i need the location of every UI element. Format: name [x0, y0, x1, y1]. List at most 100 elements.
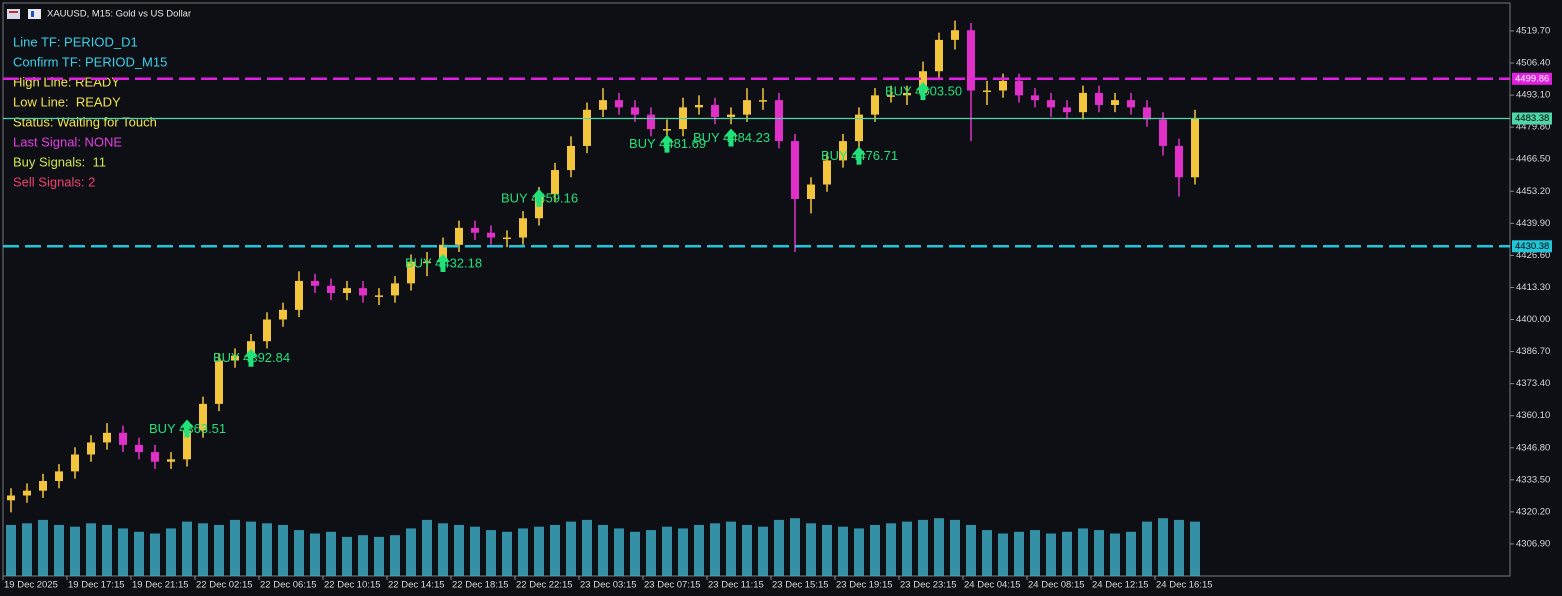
y-tick-label: 4360.10	[1516, 410, 1550, 421]
candle-body	[119, 432, 127, 445]
price-level-tag	[1512, 72, 1552, 85]
candle-body	[583, 109, 591, 146]
x-tick-label: 23 Dec 15:15	[772, 580, 829, 591]
buy-arrow	[532, 188, 546, 207]
x-tick-label: 22 Dec 10:15	[324, 580, 381, 591]
plot-frame	[2, 2, 1511, 577]
buy-arrow	[852, 146, 866, 165]
volume-bar	[246, 521, 256, 576]
x-tick-label: 23 Dec 23:15	[900, 580, 957, 591]
x-tick-label: 23 Dec 19:15	[836, 580, 893, 591]
candle-body	[551, 170, 559, 195]
volume-bar	[934, 518, 944, 576]
candle-body	[711, 104, 719, 118]
volume-bar	[950, 519, 960, 576]
y-tick-label: 4386.70	[1516, 346, 1550, 357]
candle-body	[807, 184, 815, 199]
y-tick-label: 4479.80	[1516, 122, 1550, 133]
buy-arrow	[244, 348, 258, 367]
y-tick-label: 4320.20	[1516, 506, 1550, 517]
volume-bar	[566, 521, 576, 576]
candle-body	[1111, 100, 1119, 105]
volume-bar	[518, 528, 528, 576]
candle-body	[871, 95, 879, 115]
volume-bar	[310, 533, 320, 576]
candle-body	[1127, 100, 1135, 108]
y-tick-label: 4333.50	[1516, 474, 1550, 485]
volume-bar	[822, 525, 832, 576]
icon	[28, 9, 41, 19]
volume-bar	[758, 526, 768, 576]
buy-label: BUY 4476.71	[821, 148, 898, 163]
candle-body	[327, 285, 335, 293]
candle-body	[167, 459, 175, 462]
y-tick-label: 4306.90	[1516, 538, 1550, 549]
candle-body	[199, 403, 207, 431]
x-tick-label: 22 Dec 06:15	[260, 580, 317, 591]
volume-bar	[6, 525, 16, 576]
volume-bar	[550, 525, 560, 576]
candle-body	[855, 114, 863, 142]
volume-bar	[262, 523, 272, 576]
buy-arrow	[180, 419, 194, 438]
volume-bar	[22, 523, 32, 576]
candle-body	[487, 232, 495, 238]
candle-body	[279, 309, 287, 320]
volume-bar	[1174, 519, 1184, 576]
buy-arrow	[660, 134, 674, 153]
candle-body	[935, 39, 943, 72]
buy-label: BUY 4503.50	[885, 83, 962, 98]
y-tick-label: 4413.30	[1516, 282, 1550, 293]
volume-bar	[902, 521, 912, 576]
volume-bar	[470, 526, 480, 576]
info-line: Last Signal: NONE	[13, 134, 122, 149]
candle-body	[967, 30, 975, 91]
volume-bar	[422, 519, 432, 576]
x-tick-label: 22 Dec 14:15	[388, 580, 445, 591]
candle-body	[71, 454, 79, 472]
candle-body	[135, 444, 143, 453]
volume-bar	[1062, 531, 1072, 576]
volume-bar	[406, 528, 416, 576]
candle-body	[391, 283, 399, 296]
buy-arrow	[916, 82, 930, 101]
candle-body	[1015, 80, 1023, 96]
candle-body	[263, 319, 271, 342]
volume-bar	[598, 525, 608, 576]
volume-bar	[854, 528, 864, 576]
candle-body	[183, 430, 191, 460]
candle-body	[759, 100, 767, 102]
volume-bar	[278, 525, 288, 576]
candle-body	[951, 30, 959, 40]
x-tick-label: 19 Dec 21:15	[132, 580, 189, 591]
chart-title: XAUUSD, M15: Gold vs US Dollar	[47, 9, 191, 20]
buy-label: BUY 4459.16	[501, 190, 578, 205]
x-tick-label: 22 Dec 02:15	[196, 580, 253, 591]
volume-bar	[38, 519, 48, 576]
y-tick-label: 4426.60	[1516, 250, 1550, 261]
candle-body	[903, 92, 911, 96]
y-tick-label: 4346.80	[1516, 442, 1550, 453]
volume-bar	[294, 530, 304, 576]
candle-body	[231, 355, 239, 361]
volume-bar	[86, 523, 96, 576]
volume-bar	[742, 525, 752, 576]
volume-bar	[726, 521, 736, 576]
x-tick-label: 23 Dec 07:15	[644, 580, 701, 591]
candle-body	[1143, 107, 1151, 120]
y-tick-label: 4493.10	[1516, 90, 1550, 101]
candle-body	[407, 261, 415, 284]
candle-body	[1095, 92, 1103, 105]
volume-bar	[166, 528, 176, 576]
candle-body	[999, 80, 1007, 91]
volume-bar	[630, 531, 640, 576]
volume-bar	[1078, 528, 1088, 576]
volume-bar	[614, 528, 624, 576]
candle-body	[103, 432, 111, 443]
y-tick-label: 4466.50	[1516, 154, 1550, 165]
info-line: Line TF: PERIOD_D1	[13, 34, 138, 49]
price-level-tag	[1512, 240, 1552, 253]
volume-bar	[118, 528, 128, 576]
volume-bar	[1094, 530, 1104, 576]
